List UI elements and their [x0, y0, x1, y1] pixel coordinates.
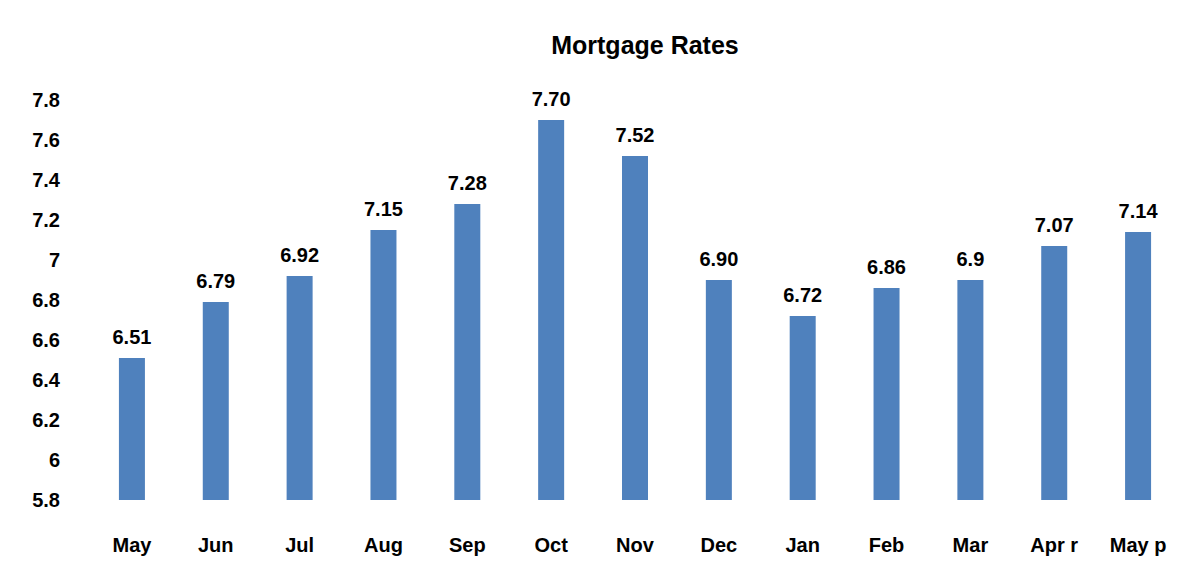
x-tick-label: Feb: [869, 534, 905, 556]
bar: [370, 230, 396, 500]
x-tick-label: Sep: [449, 534, 486, 556]
y-tick-label: 6.4: [32, 369, 61, 391]
bar: [874, 288, 900, 500]
data-label: 6.92: [280, 244, 319, 266]
bar: [790, 316, 816, 500]
y-tick-label: 6.6: [32, 329, 60, 351]
x-tick-label: Apr r: [1030, 534, 1078, 556]
y-tick-label: 7.6: [32, 129, 60, 151]
y-tick-label: 5.8: [32, 489, 60, 511]
data-label: 7.07: [1035, 214, 1074, 236]
data-label: 6.51: [112, 326, 151, 348]
bar: [119, 358, 145, 500]
y-tick-label: 6: [49, 449, 60, 471]
bar: [287, 276, 313, 500]
y-tick-label: 7: [49, 249, 60, 271]
title: Mortgage Rates: [551, 31, 739, 59]
x-tick-label: Jan: [785, 534, 819, 556]
chart: Mortgage Rates 5.8 6 6.2 6.4 6.6 6.8 7 7.2 7.4 7.6…: [0, 0, 1200, 580]
data-label: 7.52: [616, 124, 655, 146]
bar: [203, 302, 229, 500]
x-tick-label: Mar: [953, 534, 989, 556]
data-label: 7.14: [1119, 200, 1159, 222]
data-label: 6.9: [956, 248, 984, 270]
x-tick-label: May: [112, 534, 152, 556]
x-tick-label: Nov: [616, 534, 655, 556]
data-label: 6.86: [867, 256, 906, 278]
bar: [1041, 246, 1067, 500]
bar: [957, 280, 983, 500]
y-tick-label: 7.4: [32, 169, 61, 191]
bar: [1125, 232, 1151, 500]
bar: [622, 156, 648, 500]
data-label: 7.28: [448, 172, 487, 194]
y-tick-label: 6.2: [32, 409, 60, 431]
data-label: 7.70: [532, 88, 571, 110]
data-label: 6.79: [196, 270, 235, 292]
x-tick-label: Jul: [285, 534, 314, 556]
bar: [454, 204, 480, 500]
x-tick-label: Jun: [198, 534, 234, 556]
x-tick-label: Oct: [534, 534, 568, 556]
y-tick-label: 7.8: [32, 89, 60, 111]
x-tick-label: Dec: [700, 534, 737, 556]
data-label: 6.90: [699, 248, 738, 270]
data-label: 7.15: [364, 198, 403, 220]
data-label: 6.72: [783, 284, 822, 306]
x-tick-label: Aug: [364, 534, 403, 556]
y-tick-label: 7.2: [32, 209, 60, 231]
y-tick-label: 6.8: [32, 289, 60, 311]
bar: [706, 280, 732, 500]
x-tick-label: May p: [1110, 534, 1167, 556]
bar: [538, 120, 564, 500]
